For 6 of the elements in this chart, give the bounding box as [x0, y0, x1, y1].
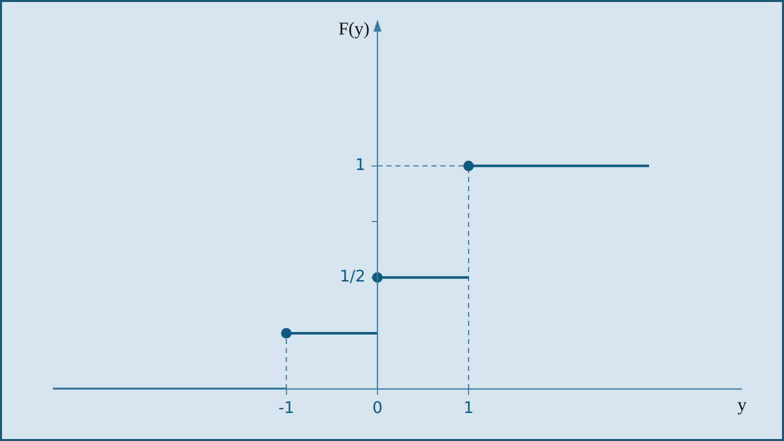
y-tick-label: 1/2 — [340, 266, 366, 286]
x-tick-label: 1 — [463, 398, 474, 417]
x-axis-title: y — [738, 394, 746, 415]
y-axis-title: F(y) — [338, 18, 370, 38]
x-tick-label: 0 — [372, 398, 383, 417]
x-tick-label: -1 — [278, 398, 294, 417]
